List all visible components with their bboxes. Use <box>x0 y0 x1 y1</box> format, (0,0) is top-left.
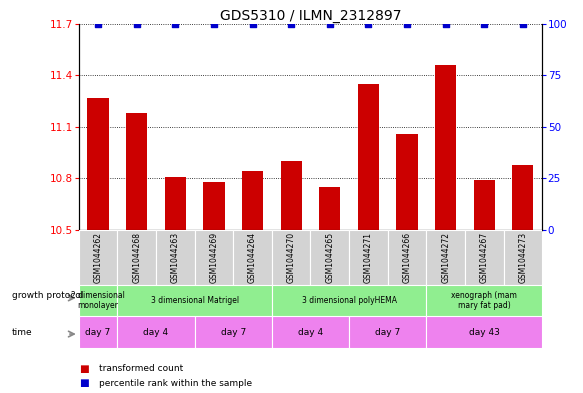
Text: ■: ■ <box>79 378 89 388</box>
Text: day 7: day 7 <box>85 328 111 336</box>
Bar <box>233 230 272 285</box>
Text: GSM1044263: GSM1044263 <box>171 232 180 283</box>
Bar <box>388 230 426 285</box>
Text: 3 dimensional Matrigel: 3 dimensional Matrigel <box>150 296 238 305</box>
Bar <box>435 65 456 230</box>
Point <box>364 20 373 27</box>
Text: GSM1044265: GSM1044265 <box>325 232 334 283</box>
Bar <box>349 316 426 348</box>
Point <box>325 20 335 27</box>
Bar <box>426 285 542 316</box>
Text: GSM1044268: GSM1044268 <box>132 232 141 283</box>
Text: GSM1044264: GSM1044264 <box>248 232 257 283</box>
Bar <box>195 230 233 285</box>
Bar <box>310 230 349 285</box>
Text: GSM1044267: GSM1044267 <box>480 232 489 283</box>
Bar <box>465 230 504 285</box>
Point <box>441 20 450 27</box>
Bar <box>426 316 542 348</box>
Text: percentile rank within the sample: percentile rank within the sample <box>99 379 252 387</box>
Text: day 7: day 7 <box>375 328 401 336</box>
Text: GSM1044269: GSM1044269 <box>209 232 219 283</box>
Bar <box>396 134 417 230</box>
Point <box>518 20 528 27</box>
Point <box>248 20 257 27</box>
Bar <box>126 113 147 230</box>
Point <box>286 20 296 27</box>
Bar <box>156 230 195 285</box>
Bar <box>79 316 117 348</box>
Point <box>402 20 412 27</box>
Text: growth protocol: growth protocol <box>12 292 83 300</box>
Point <box>209 20 219 27</box>
Bar <box>280 161 302 230</box>
Text: transformed count: transformed count <box>99 364 184 373</box>
Text: 2 dimensional
monolayer: 2 dimensional monolayer <box>71 291 125 310</box>
Bar <box>117 230 156 285</box>
Bar <box>117 316 195 348</box>
Bar <box>349 230 388 285</box>
Text: day 4: day 4 <box>298 328 323 336</box>
Text: day 4: day 4 <box>143 328 168 336</box>
Point <box>171 20 180 27</box>
Bar <box>87 97 108 230</box>
Bar <box>358 84 379 230</box>
Bar <box>195 316 272 348</box>
Point <box>132 20 141 27</box>
Point <box>480 20 489 27</box>
Text: xenograph (mam
mary fat pad): xenograph (mam mary fat pad) <box>451 291 517 310</box>
Text: GSM1044273: GSM1044273 <box>518 232 528 283</box>
Text: GSM1044262: GSM1044262 <box>93 232 103 283</box>
Bar <box>203 182 224 230</box>
Text: day 7: day 7 <box>220 328 246 336</box>
Bar <box>512 165 533 230</box>
Text: 3 dimensional polyHEMA: 3 dimensional polyHEMA <box>301 296 396 305</box>
Point <box>93 20 103 27</box>
Bar <box>79 285 117 316</box>
Bar <box>426 230 465 285</box>
Bar <box>473 180 495 230</box>
Text: time: time <box>12 328 32 336</box>
Bar <box>272 285 426 316</box>
Text: GSM1044270: GSM1044270 <box>287 232 296 283</box>
Bar <box>319 187 340 230</box>
Bar <box>242 171 263 230</box>
Text: GSM1044272: GSM1044272 <box>441 232 450 283</box>
Bar <box>272 316 349 348</box>
Bar <box>117 285 272 316</box>
Bar <box>504 230 542 285</box>
Bar <box>79 230 117 285</box>
Bar <box>272 230 310 285</box>
Title: GDS5310 / ILMN_2312897: GDS5310 / ILMN_2312897 <box>220 9 401 22</box>
Text: GSM1044271: GSM1044271 <box>364 232 373 283</box>
Bar <box>164 176 186 230</box>
Text: day 43: day 43 <box>469 328 500 336</box>
Text: ■: ■ <box>79 364 89 374</box>
Text: GSM1044266: GSM1044266 <box>402 232 412 283</box>
